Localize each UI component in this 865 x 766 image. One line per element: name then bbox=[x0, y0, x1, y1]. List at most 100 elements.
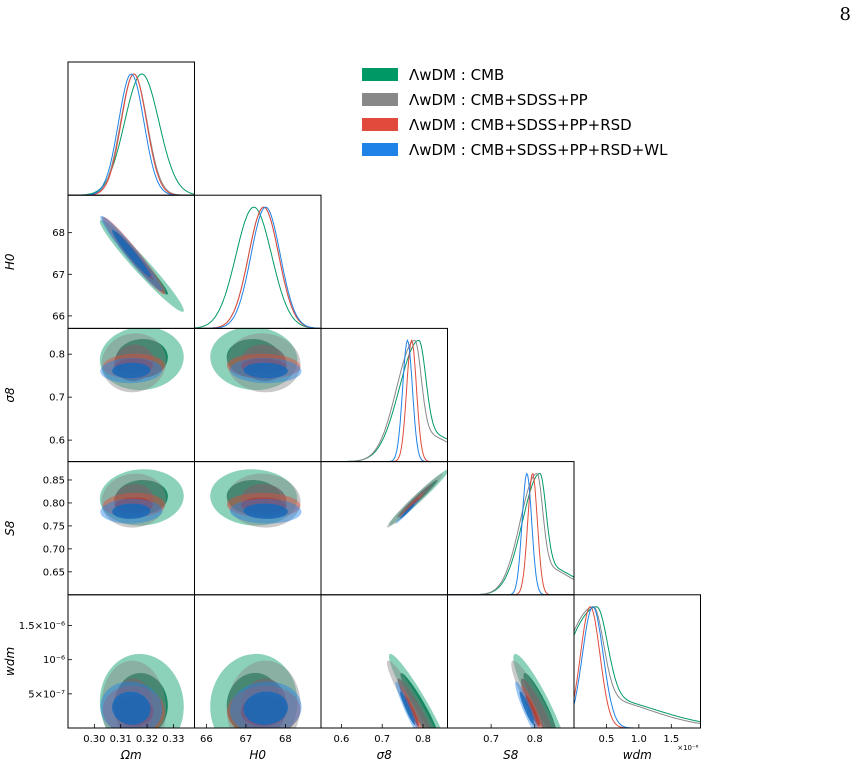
legend-label: ΛwDM : CMB bbox=[409, 65, 505, 84]
x-axis-label: wdm bbox=[623, 748, 652, 762]
marginal-curve bbox=[321, 339, 448, 462]
marginal-curve bbox=[194, 206, 321, 329]
y-tick-label: 10⁻⁶ bbox=[43, 655, 65, 666]
x-tick-label: 0.7 bbox=[483, 734, 499, 745]
contour-inner bbox=[243, 362, 288, 379]
y-tick-label: 1.5×10⁻⁶ bbox=[19, 621, 65, 632]
legend-swatch bbox=[362, 143, 398, 156]
contour-inner bbox=[525, 695, 540, 727]
x-tick-label: 0.31 bbox=[110, 734, 132, 745]
marginal-curve bbox=[574, 606, 701, 728]
contour-panel-sigma8-w_dm bbox=[386, 653, 448, 728]
contour-inner bbox=[400, 672, 438, 728]
contour-inner bbox=[519, 691, 535, 725]
contour-panel-S8-w_dm bbox=[511, 653, 567, 728]
legend-item-cmb-sdss-pp: ΛwDM : CMB+SDSS+PP bbox=[362, 87, 667, 112]
y-tick-label: 0.65 bbox=[43, 567, 65, 578]
legend: ΛwDM : CMB ΛwDM : CMB+SDSS+PP ΛwDM : CMB… bbox=[362, 62, 667, 162]
y-tick-label: 0.7 bbox=[49, 393, 65, 404]
y-tick-label: 68 bbox=[52, 228, 65, 239]
contour-inner bbox=[112, 503, 151, 519]
marginal-curve bbox=[68, 73, 195, 196]
marginal-curve bbox=[447, 473, 574, 595]
x-tick-label: 1.0 bbox=[631, 734, 647, 745]
x-tick-label: 0.30 bbox=[83, 734, 105, 745]
x-tick-label: 0.7 bbox=[374, 734, 390, 745]
marginal-curve bbox=[447, 473, 574, 595]
marginal-panel-Omega_m bbox=[68, 73, 195, 196]
legend-item-cmb-sdss-pp-rsd-wl: ΛwDM : CMB+SDSS+PP+RSD+WL bbox=[362, 137, 667, 162]
marginal-panel-w_dm bbox=[574, 606, 701, 728]
panel-frame bbox=[67, 61, 195, 196]
legend-label: ΛwDM : CMB+SDSS+PP bbox=[409, 90, 588, 109]
marginal-curve bbox=[574, 606, 701, 725]
marginal-curve bbox=[194, 206, 321, 329]
y-tick-label: 0.6 bbox=[49, 436, 65, 447]
marginal-panel-sigma8 bbox=[321, 339, 448, 462]
x-tick-label: 0.32 bbox=[136, 734, 158, 745]
marginal-curve bbox=[447, 472, 574, 595]
marginal-panel-H0 bbox=[194, 206, 321, 329]
y-axis-label: σ8 bbox=[3, 387, 17, 403]
legend-swatch bbox=[362, 68, 398, 81]
y-axis-label: S8 bbox=[3, 520, 17, 536]
y-tick-label: 5×10⁻⁷ bbox=[28, 689, 65, 700]
x-tick-label: 0.8 bbox=[527, 734, 543, 745]
x-axis-label: Ωm bbox=[120, 748, 142, 762]
contour-panel-Omega_m-sigma8 bbox=[99, 328, 184, 393]
contour-panel-Omega_m-w_dm bbox=[99, 653, 184, 728]
y-tick-label: 66 bbox=[52, 311, 65, 322]
contour-inner bbox=[112, 691, 151, 725]
x-axis-label: S8 bbox=[503, 748, 519, 762]
y-tick-label: 0.75 bbox=[43, 521, 65, 532]
x-tick-label: 0.5 bbox=[598, 734, 614, 745]
contour-inner bbox=[397, 678, 433, 728]
marginal-curve bbox=[574, 606, 701, 723]
panel-frame bbox=[320, 327, 448, 463]
marginal-panel-S8 bbox=[447, 472, 574, 595]
marginal-curve bbox=[447, 472, 574, 595]
marginal-curve bbox=[321, 339, 448, 462]
y-axis-label: H0 bbox=[3, 253, 17, 270]
y-tick-label: 0.80 bbox=[43, 498, 65, 509]
x-axis-label: H0 bbox=[249, 748, 266, 762]
contour-inner bbox=[404, 497, 420, 513]
contour-inner bbox=[520, 678, 553, 728]
contour-inner bbox=[404, 695, 420, 727]
legend-item-cmb-sdss-pp-rsd: ΛwDM : CMB+SDSS+PP+RSD bbox=[362, 112, 667, 137]
x-tick-label: 0.33 bbox=[162, 734, 184, 745]
y-tick-label: 0.70 bbox=[43, 544, 65, 555]
legend-item-cmb: ΛwDM : CMB bbox=[362, 62, 667, 87]
contour-inner bbox=[243, 503, 288, 519]
marginal-curve bbox=[321, 339, 448, 462]
x-tick-label: 68 bbox=[279, 734, 292, 745]
x-tick-label: 1.5 bbox=[663, 734, 679, 745]
contour-inner bbox=[243, 691, 288, 725]
y-tick-label: 0.8 bbox=[49, 350, 65, 361]
legend-swatch bbox=[362, 93, 398, 106]
x-tick-label: 0.6 bbox=[333, 734, 349, 745]
contour-inner bbox=[400, 691, 415, 725]
x-tick-label: 67 bbox=[240, 734, 253, 745]
panel-frame bbox=[447, 461, 575, 596]
marginal-curve bbox=[574, 606, 701, 728]
contour-panel-Omega_m-H0 bbox=[99, 215, 184, 312]
x-offset-label: ×10⁻⁶ bbox=[677, 744, 698, 752]
x-tick-label: 66 bbox=[200, 734, 213, 745]
legend-label: ΛwDM : CMB+SDSS+PP+RSD bbox=[409, 115, 632, 134]
legend-swatch bbox=[362, 118, 398, 131]
contour-panel-H0-S8 bbox=[210, 469, 302, 528]
contour-panel-H0-w_dm bbox=[210, 653, 302, 728]
contour-panel-H0-sigma8 bbox=[210, 328, 302, 393]
page-number: 8 bbox=[839, 4, 851, 25]
panel-frame bbox=[320, 461, 448, 596]
contour-panel-Omega_m-S8 bbox=[99, 469, 184, 528]
contour-inner bbox=[400, 503, 415, 519]
x-tick-label: 0.8 bbox=[415, 734, 431, 745]
panel-frame bbox=[573, 594, 701, 729]
x-axis-label: σ8 bbox=[377, 748, 393, 762]
contour-panel-sigma8-S8 bbox=[386, 469, 448, 528]
y-tick-label: 0.85 bbox=[43, 475, 65, 486]
y-tick-label: 67 bbox=[52, 270, 65, 281]
